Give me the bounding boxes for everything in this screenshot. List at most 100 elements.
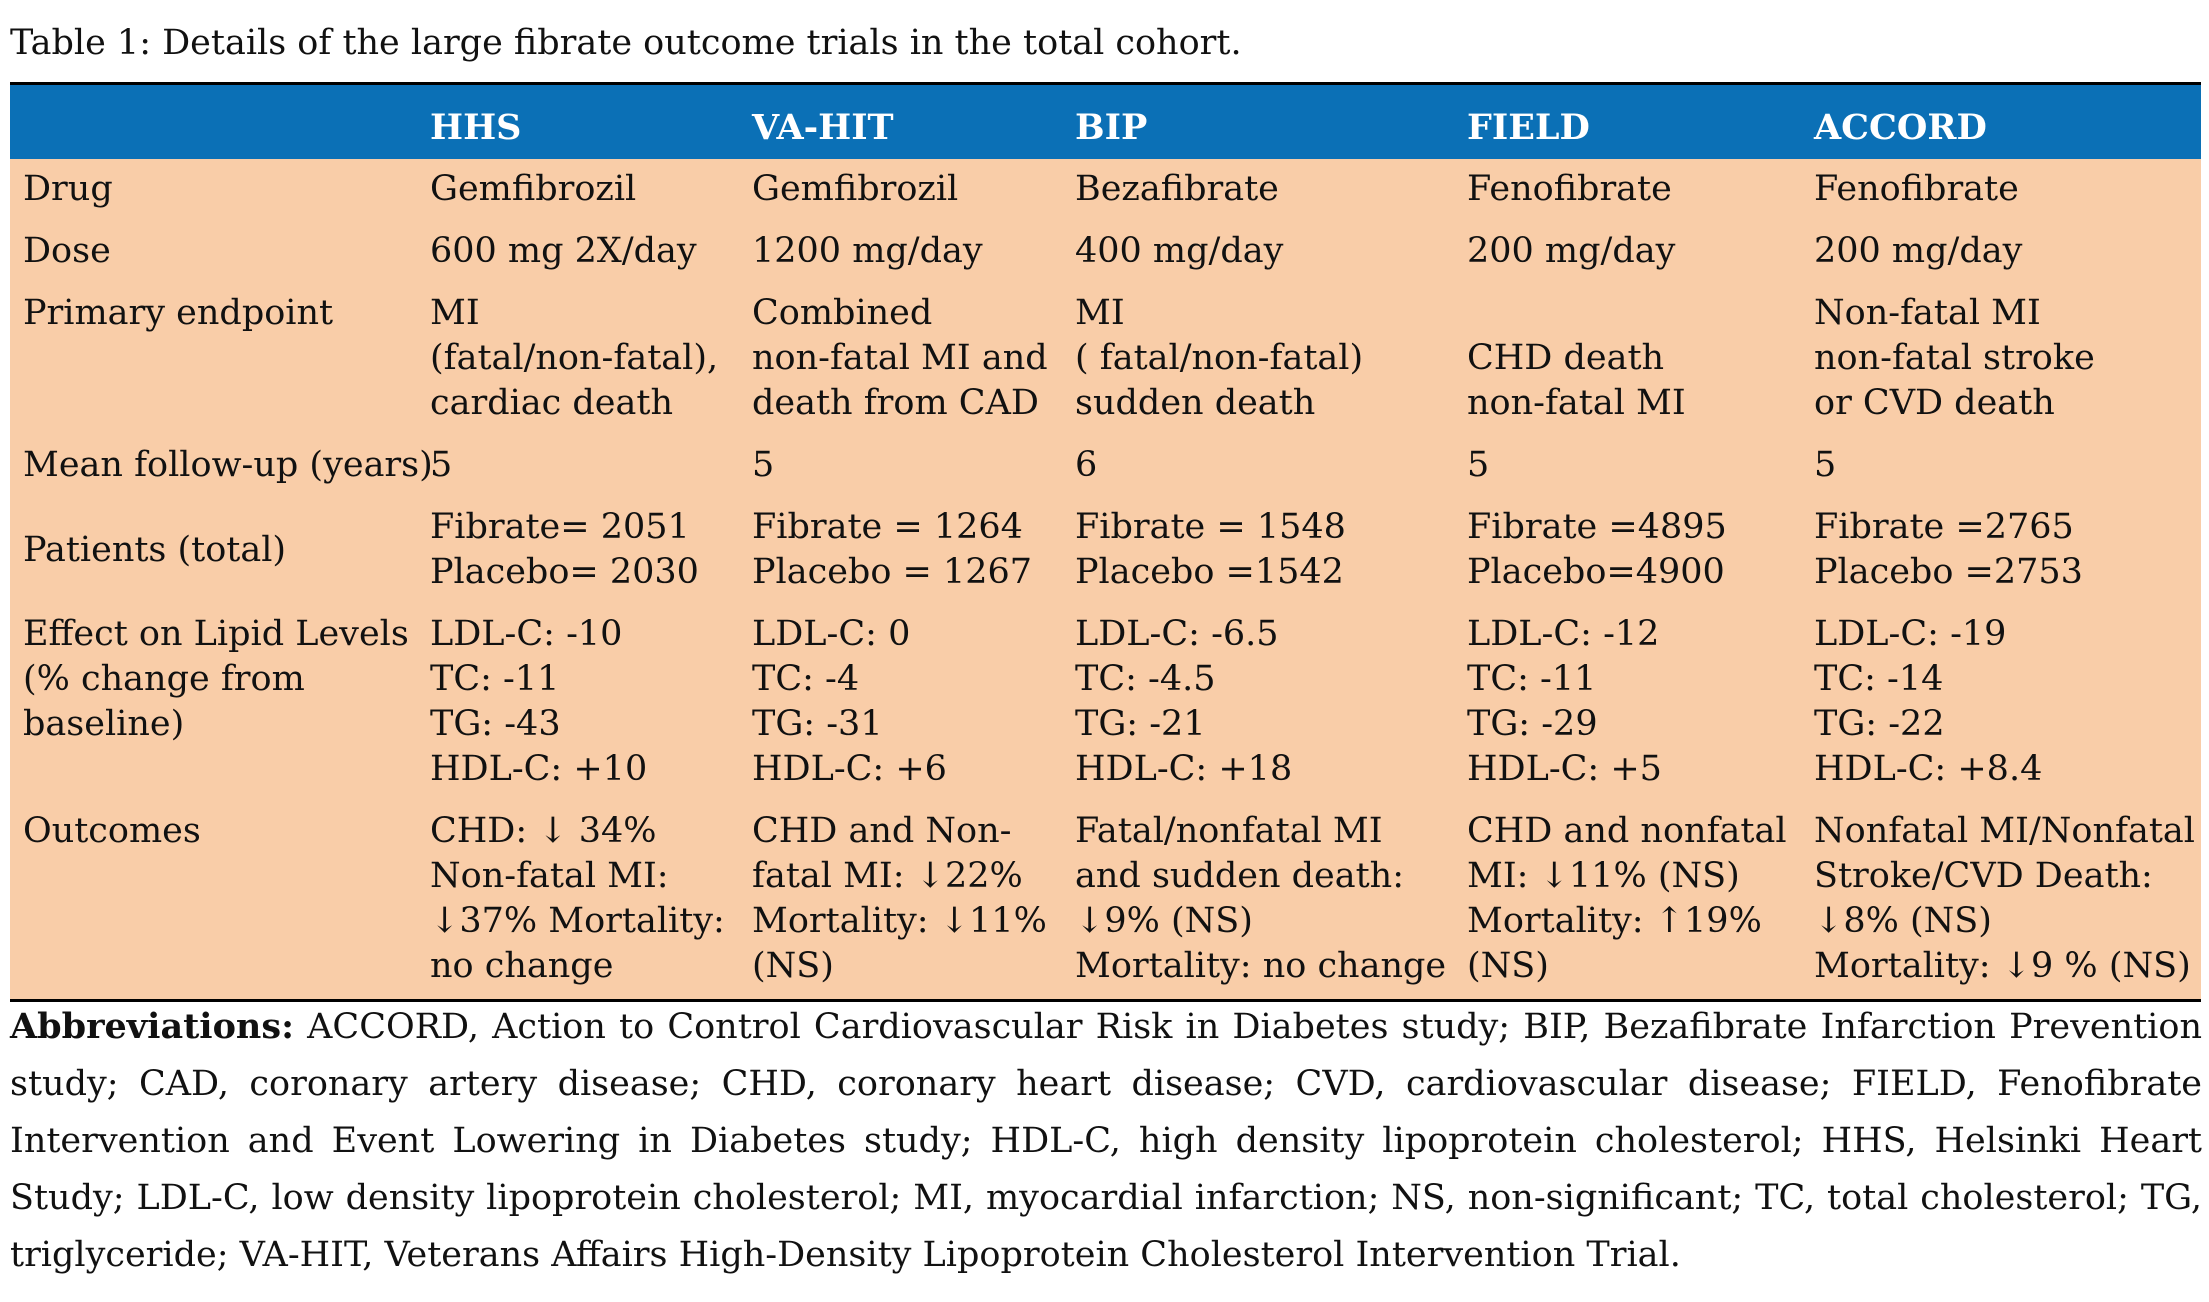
- cell-va-hit: Fibrate = 1264 Placebo = 1267: [752, 505, 1075, 612]
- cell-hhs: 5: [430, 443, 752, 505]
- cell-va-hit: 5: [752, 443, 1075, 505]
- cell-line: (NS): [752, 946, 834, 986]
- cell-va-hit: Combined non-fatal MI and death from CAD: [752, 291, 1075, 443]
- abbreviations-heading: Abbreviations:: [10, 1006, 294, 1047]
- header-cell-hhs: HHS: [430, 82, 752, 159]
- cell-line: sudden death: [1075, 383, 1316, 423]
- cell-hhs: MI (fatal/non-fatal), cardiac death: [430, 291, 752, 443]
- cell-bip: MI ( fatal/non-fatal) sudden death: [1075, 291, 1467, 443]
- cell-line: cardiac death: [430, 383, 673, 423]
- cell-hhs: Fibrate= 2051 Placebo= 2030: [430, 505, 752, 612]
- table-row-dose: Dose 600 mg 2X/day 1200 mg/day 400 mg/day 20…: [10, 229, 2201, 291]
- row-label: Drug: [10, 159, 430, 229]
- cell-field: CHD death non-fatal MI: [1467, 291, 1814, 443]
- cell-field: 5: [1467, 443, 1814, 505]
- row-label-line: Dose: [23, 231, 111, 271]
- cell-line: ↓8% (NS): [1814, 901, 1992, 941]
- cell-line: CHD death: [1467, 338, 1665, 378]
- cell-line: 5: [752, 445, 775, 485]
- cell-accord: Fenofibrate: [1814, 159, 2201, 229]
- fibrate-trials-table: HHS VA-HIT BIP FIELD ACCORD Drug Gemfibro…: [10, 82, 2201, 1002]
- cell-line: 5: [430, 445, 453, 485]
- header-cell-va-hit: VA-HIT: [752, 82, 1075, 159]
- cell-line: (NS): [1467, 946, 1549, 986]
- cell-hhs: Gemfibrozil: [430, 159, 752, 229]
- cell-hhs: 600 mg 2X/day: [430, 229, 752, 291]
- table-row-primary-endpoint: Primary endpoint MI (fatal/non-fatal), card…: [10, 291, 2201, 443]
- cell-line: Mortality: no change: [1075, 946, 1447, 986]
- cell-bip: 6: [1075, 443, 1467, 505]
- cell-bip: Bezafibrate: [1075, 159, 1467, 229]
- cell-line: Bezafibrate: [1075, 169, 1279, 209]
- table-row-drug: Drug Gemfibrozil Gemfibrozil Bezafibrate Fen…: [10, 159, 2201, 229]
- cell-line: LDL-C: -19: [1814, 614, 2007, 654]
- header-cell-bip: BIP: [1075, 82, 1467, 159]
- cell-line: CHD: ↓ 34%: [430, 811, 657, 851]
- cell-line: Mortality: ↓9 % (NS): [1814, 946, 2191, 986]
- cell-va-hit: Gemfibrozil: [752, 159, 1075, 229]
- cell-line: 1200 mg/day: [752, 231, 983, 271]
- row-label-line: (% change from: [23, 659, 305, 699]
- cell-line: TC: -14: [1814, 659, 1944, 699]
- cell-line: TG: -31: [752, 704, 883, 744]
- cell-hhs: LDL-C: -10 TC: -11 TG: -43 HDL-C: +10: [430, 612, 752, 809]
- row-label-line: Mean follow-up (years): [23, 445, 430, 485]
- row-label-line: Effect on Lipid Levels: [23, 614, 409, 654]
- cell-line: Non-fatal MI:: [430, 856, 669, 896]
- cell-line: Placebo=4900: [1467, 552, 1725, 592]
- cell-line: LDL-C: -12: [1467, 614, 1660, 654]
- cell-line: 5: [1814, 445, 1837, 485]
- header-cell-blank: [10, 82, 430, 159]
- cell-line: non-fatal stroke: [1814, 338, 2095, 378]
- cell-line: ↓37% Mortality:: [430, 901, 725, 941]
- cell-line: TC: -11: [1467, 659, 1597, 699]
- cell-line: MI: ↓11% (NS): [1467, 856, 1740, 896]
- row-label: Dose: [10, 229, 430, 291]
- row-label-line: Primary endpoint: [23, 293, 334, 333]
- header-row: HHS VA-HIT BIP FIELD ACCORD: [10, 82, 2201, 159]
- cell-line: no change: [430, 946, 614, 986]
- cell-line: Fenofibrate: [1814, 169, 2019, 209]
- cell-accord: Nonfatal MI/Nonfatal Stroke/CVD Death: ↓8%…: [1814, 809, 2201, 1002]
- cell-line: non-fatal MI and: [752, 338, 1048, 378]
- row-label: Outcomes: [10, 809, 430, 1002]
- cell-line: Gemfibrozil: [752, 169, 959, 209]
- cell-line: Mortality: ↑19%: [1467, 901, 1762, 941]
- cell-bip: LDL-C: -6.5 TC: -4.5 TG: -21 HDL-C: +18: [1075, 612, 1467, 809]
- cell-line: Fibrate = 1548: [1075, 507, 1346, 547]
- row-label: Effect on Lipid Levels (% change from base…: [10, 612, 430, 809]
- abbreviations-text: ACCORD, Action to Control Cardiovascular…: [10, 1007, 2202, 1275]
- cell-va-hit: LDL-C: 0 TC: -4 TG: -31 HDL-C: +6: [752, 612, 1075, 809]
- cell-line: HDL-C: +5: [1467, 749, 1662, 789]
- cell-line: HDL-C: +10: [430, 749, 648, 789]
- cell-field: 200 mg/day: [1467, 229, 1814, 291]
- row-label: Patients (total): [10, 505, 430, 612]
- cell-line: Fatal/nonfatal MI: [1075, 811, 1383, 851]
- cell-line: Placebo = 1267: [752, 552, 1033, 592]
- cell-line: non-fatal MI: [1467, 383, 1686, 423]
- cell-line: 6: [1075, 445, 1098, 485]
- cell-line: MI: [430, 293, 480, 333]
- cell-line: Fibrate= 2051: [430, 507, 690, 547]
- abbreviations-note: Abbreviations: ACCORD, Action to Control…: [10, 998, 2202, 1284]
- cell-line: ↓9% (NS): [1075, 901, 1253, 941]
- cell-line: Fibrate =2765: [1814, 507, 2074, 547]
- cell-line: 400 mg/day: [1075, 231, 1284, 271]
- cell-field: Fibrate =4895 Placebo=4900: [1467, 505, 1814, 612]
- cell-line: Placebo= 2030: [430, 552, 699, 592]
- cell-field: LDL-C: -12 TC: -11 TG: -29 HDL-C: +5: [1467, 612, 1814, 809]
- cell-line: HDL-C: +6: [752, 749, 947, 789]
- table-caption: Table 1: Details of the large fibrate ou…: [10, 23, 1242, 63]
- cell-line: Fibrate =4895: [1467, 507, 1727, 547]
- table-row-mean-follow-up: Mean follow-up (years) 5 5 6 5 5: [10, 443, 2201, 505]
- cell-accord: 200 mg/day: [1814, 229, 2201, 291]
- cell-va-hit: 1200 mg/day: [752, 229, 1075, 291]
- cell-line: Fenofibrate: [1467, 169, 1672, 209]
- cell-va-hit: CHD and Non-fatal MI: ↓22% Mortality: ↓11…: [752, 809, 1075, 1002]
- cell-line: Mortality: ↓11%: [752, 901, 1047, 941]
- row-label-line: Drug: [23, 169, 113, 209]
- cell-line: TG: -43: [430, 704, 561, 744]
- row-label: Mean follow-up (years): [10, 443, 430, 505]
- cell-line: 200 mg/day: [1467, 231, 1676, 271]
- cell-line: Non-fatal MI: [1814, 293, 2041, 333]
